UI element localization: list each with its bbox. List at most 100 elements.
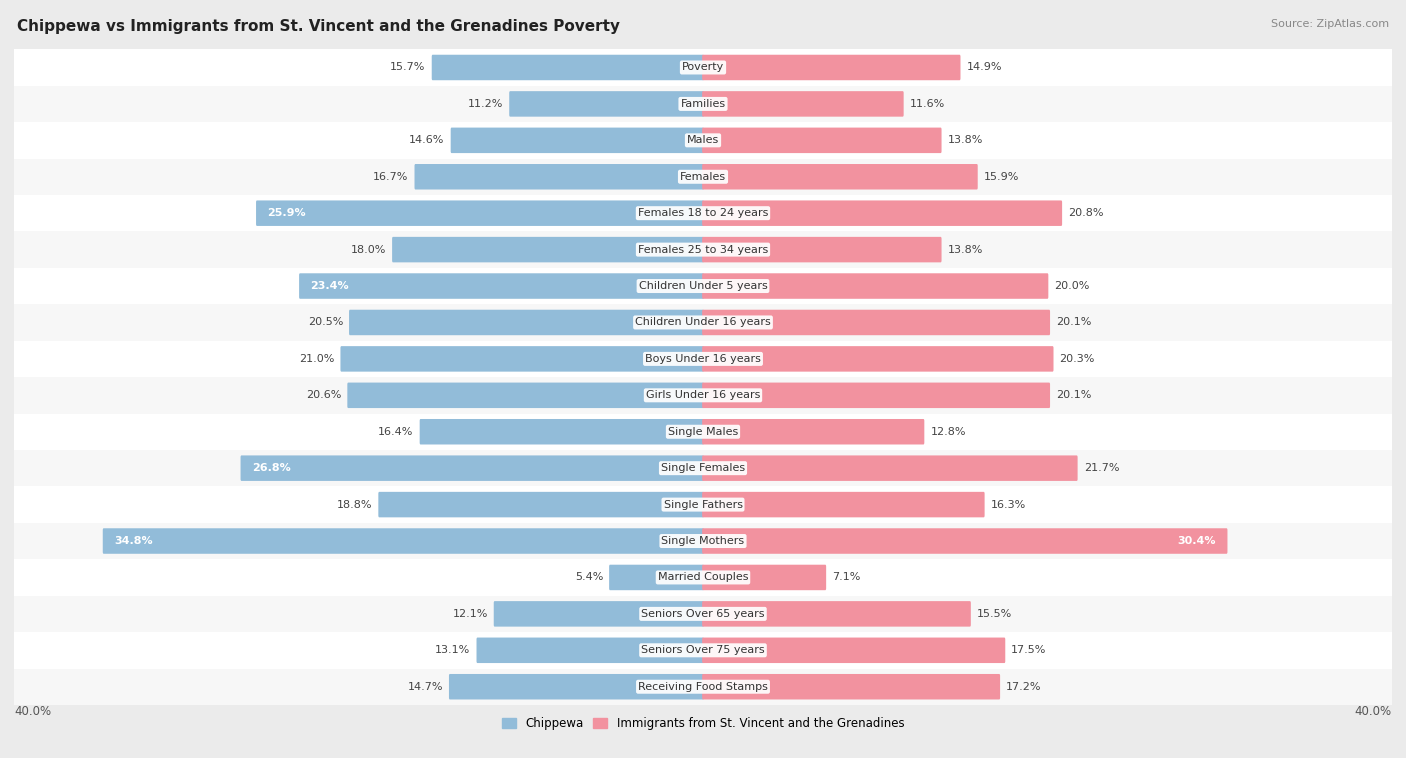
Bar — [14, 523, 1392, 559]
FancyBboxPatch shape — [419, 419, 704, 444]
Text: Females: Females — [681, 172, 725, 182]
FancyBboxPatch shape — [103, 528, 704, 554]
FancyBboxPatch shape — [702, 91, 904, 117]
Text: 20.5%: 20.5% — [308, 318, 343, 327]
Bar — [14, 122, 1392, 158]
Text: Receiving Food Stamps: Receiving Food Stamps — [638, 681, 768, 692]
Text: 15.5%: 15.5% — [977, 609, 1012, 619]
Text: Single Females: Single Females — [661, 463, 745, 473]
Text: Poverty: Poverty — [682, 62, 724, 73]
FancyBboxPatch shape — [392, 236, 704, 262]
Text: Single Fathers: Single Fathers — [664, 500, 742, 509]
FancyBboxPatch shape — [702, 674, 1000, 700]
Text: 18.0%: 18.0% — [350, 245, 387, 255]
Text: 13.1%: 13.1% — [436, 645, 471, 656]
FancyBboxPatch shape — [702, 637, 1005, 663]
Text: 26.8%: 26.8% — [252, 463, 291, 473]
Bar — [14, 340, 1392, 377]
Text: 17.2%: 17.2% — [1007, 681, 1042, 692]
Text: 12.8%: 12.8% — [931, 427, 966, 437]
Text: Families: Families — [681, 99, 725, 109]
FancyBboxPatch shape — [451, 127, 704, 153]
Bar — [14, 304, 1392, 340]
Text: Females 18 to 24 years: Females 18 to 24 years — [638, 208, 768, 218]
Text: Seniors Over 75 years: Seniors Over 75 years — [641, 645, 765, 656]
Text: 21.7%: 21.7% — [1084, 463, 1119, 473]
Bar — [14, 268, 1392, 304]
FancyBboxPatch shape — [702, 492, 984, 518]
FancyBboxPatch shape — [494, 601, 704, 627]
Bar — [14, 559, 1392, 596]
Text: 12.1%: 12.1% — [453, 609, 488, 619]
Text: 34.8%: 34.8% — [114, 536, 153, 546]
Bar — [14, 669, 1392, 705]
FancyBboxPatch shape — [240, 456, 704, 481]
Text: 16.3%: 16.3% — [991, 500, 1026, 509]
Text: Boys Under 16 years: Boys Under 16 years — [645, 354, 761, 364]
Text: 20.3%: 20.3% — [1060, 354, 1095, 364]
Bar — [14, 414, 1392, 450]
FancyBboxPatch shape — [702, 601, 970, 627]
FancyBboxPatch shape — [340, 346, 704, 371]
FancyBboxPatch shape — [449, 674, 704, 700]
FancyBboxPatch shape — [702, 200, 1062, 226]
Text: Chippewa vs Immigrants from St. Vincent and the Grenadines Poverty: Chippewa vs Immigrants from St. Vincent … — [17, 19, 620, 34]
Text: 5.4%: 5.4% — [575, 572, 603, 582]
Bar — [14, 231, 1392, 268]
Text: 11.2%: 11.2% — [468, 99, 503, 109]
Text: 20.0%: 20.0% — [1054, 281, 1090, 291]
Bar — [14, 86, 1392, 122]
FancyBboxPatch shape — [702, 127, 942, 153]
FancyBboxPatch shape — [415, 164, 704, 190]
FancyBboxPatch shape — [702, 456, 1077, 481]
FancyBboxPatch shape — [347, 383, 704, 408]
Text: 7.1%: 7.1% — [832, 572, 860, 582]
FancyBboxPatch shape — [349, 310, 704, 335]
Text: 21.0%: 21.0% — [299, 354, 335, 364]
Text: 11.6%: 11.6% — [910, 99, 945, 109]
FancyBboxPatch shape — [702, 274, 1049, 299]
Bar — [14, 596, 1392, 632]
FancyBboxPatch shape — [609, 565, 704, 590]
Text: 40.0%: 40.0% — [14, 705, 51, 718]
FancyBboxPatch shape — [702, 310, 1050, 335]
Text: 15.7%: 15.7% — [391, 62, 426, 73]
Text: Married Couples: Married Couples — [658, 572, 748, 582]
Text: Source: ZipAtlas.com: Source: ZipAtlas.com — [1271, 19, 1389, 29]
FancyBboxPatch shape — [378, 492, 704, 518]
Bar — [14, 377, 1392, 414]
Bar — [14, 450, 1392, 487]
Bar — [14, 158, 1392, 195]
Text: 20.1%: 20.1% — [1056, 390, 1091, 400]
Text: 40.0%: 40.0% — [1355, 705, 1392, 718]
Text: Single Mothers: Single Mothers — [661, 536, 745, 546]
Text: 17.5%: 17.5% — [1011, 645, 1046, 656]
Text: 20.1%: 20.1% — [1056, 318, 1091, 327]
Text: 14.6%: 14.6% — [409, 136, 444, 146]
Text: 25.9%: 25.9% — [267, 208, 307, 218]
FancyBboxPatch shape — [702, 55, 960, 80]
Text: 30.4%: 30.4% — [1178, 536, 1216, 546]
FancyBboxPatch shape — [477, 637, 704, 663]
Text: 14.9%: 14.9% — [966, 62, 1002, 73]
FancyBboxPatch shape — [702, 346, 1053, 371]
FancyBboxPatch shape — [702, 164, 977, 190]
Text: 14.7%: 14.7% — [408, 681, 443, 692]
Text: Children Under 5 years: Children Under 5 years — [638, 281, 768, 291]
FancyBboxPatch shape — [702, 528, 1227, 554]
Text: 20.8%: 20.8% — [1069, 208, 1104, 218]
Text: Girls Under 16 years: Girls Under 16 years — [645, 390, 761, 400]
Text: 13.8%: 13.8% — [948, 245, 983, 255]
FancyBboxPatch shape — [702, 419, 924, 444]
Text: 16.4%: 16.4% — [378, 427, 413, 437]
Bar — [14, 49, 1392, 86]
FancyBboxPatch shape — [256, 200, 704, 226]
Bar — [14, 487, 1392, 523]
Text: 18.8%: 18.8% — [337, 500, 373, 509]
Bar — [14, 195, 1392, 231]
Text: Single Males: Single Males — [668, 427, 738, 437]
Text: Children Under 16 years: Children Under 16 years — [636, 318, 770, 327]
Bar — [14, 632, 1392, 669]
FancyBboxPatch shape — [509, 91, 704, 117]
Text: 15.9%: 15.9% — [984, 172, 1019, 182]
